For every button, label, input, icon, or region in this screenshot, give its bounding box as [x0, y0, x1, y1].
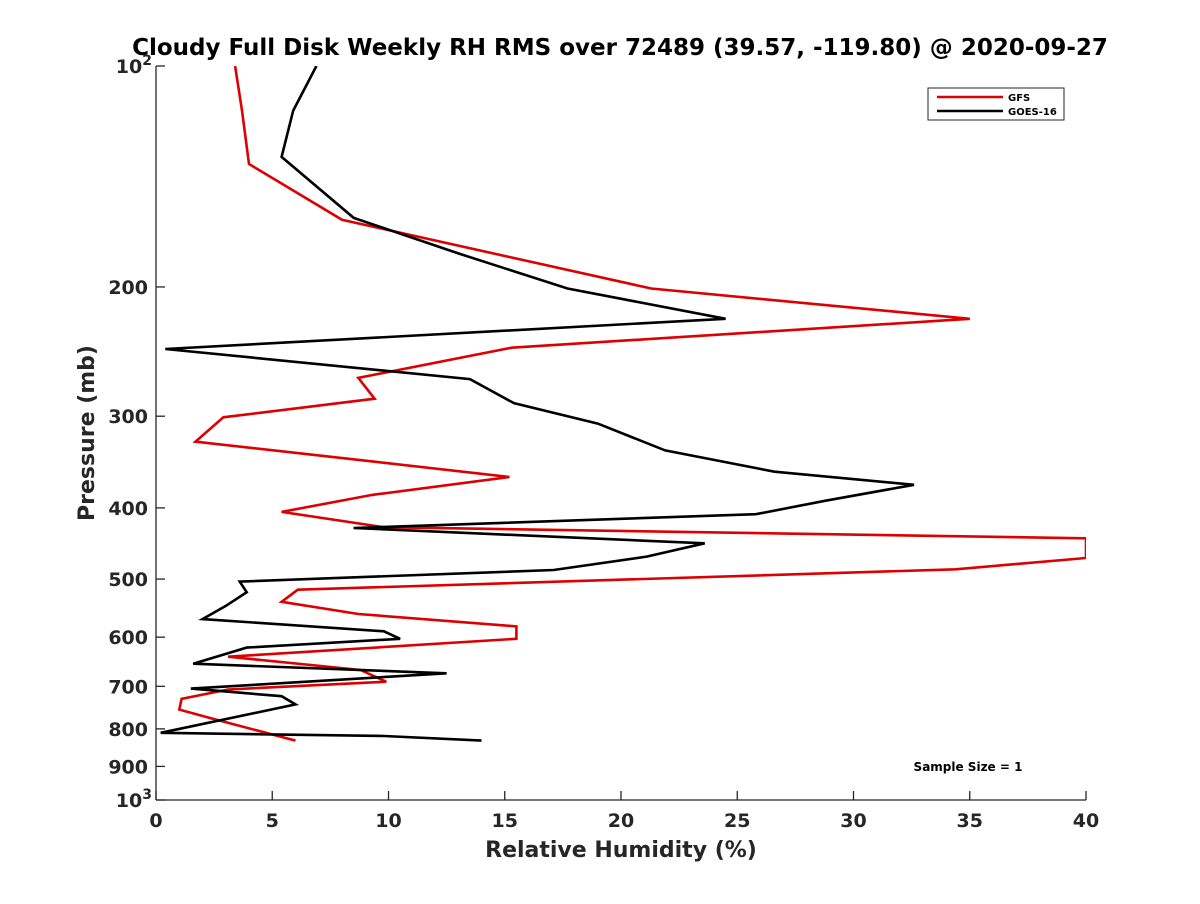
y-tick-label: 800	[108, 719, 148, 741]
x-tick-label: 25	[724, 810, 750, 832]
series-line-goes-16	[160, 66, 915, 742]
x-tick-label: 15	[492, 810, 518, 832]
y-tick-label: 400	[108, 498, 148, 520]
y-tick-label: 500	[108, 569, 148, 591]
x-tick-label: 30	[840, 810, 866, 832]
x-tick-label: 0	[149, 810, 162, 832]
y-tick-label: 102	[116, 53, 152, 78]
y-axis-label: Pressure (mb)	[75, 345, 100, 521]
y-tick-label: 103	[116, 787, 152, 812]
series-line-gfs	[177, 66, 1086, 742]
y-tick-label: 300	[108, 406, 148, 428]
legend: GFS GOES-16	[927, 87, 1065, 121]
y-tick-label: 200	[108, 277, 148, 299]
y-tick-label: 700	[108, 676, 148, 698]
series-layer	[160, 66, 1086, 742]
chart-title: Cloudy Full Disk Weekly RH RMS over 7248…	[132, 35, 1108, 61]
axes-layer: 0 5 10 15 20 25 30 35 40 102 200 300 400 500 600 700 800…	[108, 53, 1099, 832]
y-tick-label: 600	[108, 627, 148, 649]
x-tick-label: 35	[957, 810, 983, 832]
y-tick-label: 900	[108, 756, 148, 778]
x-tick-label: 5	[266, 810, 279, 832]
sample-size-annotation: Sample Size = 1	[914, 760, 1023, 774]
x-tick-label: 10	[375, 810, 401, 832]
legend-box	[927, 87, 1065, 121]
legend-label: GOES-16	[1008, 107, 1057, 118]
legend-label: GFS	[1008, 93, 1030, 104]
x-tick-label: 20	[608, 810, 634, 832]
x-axis-label: Relative Humidity (%)	[485, 838, 757, 863]
x-tick-label: 40	[1073, 810, 1099, 832]
